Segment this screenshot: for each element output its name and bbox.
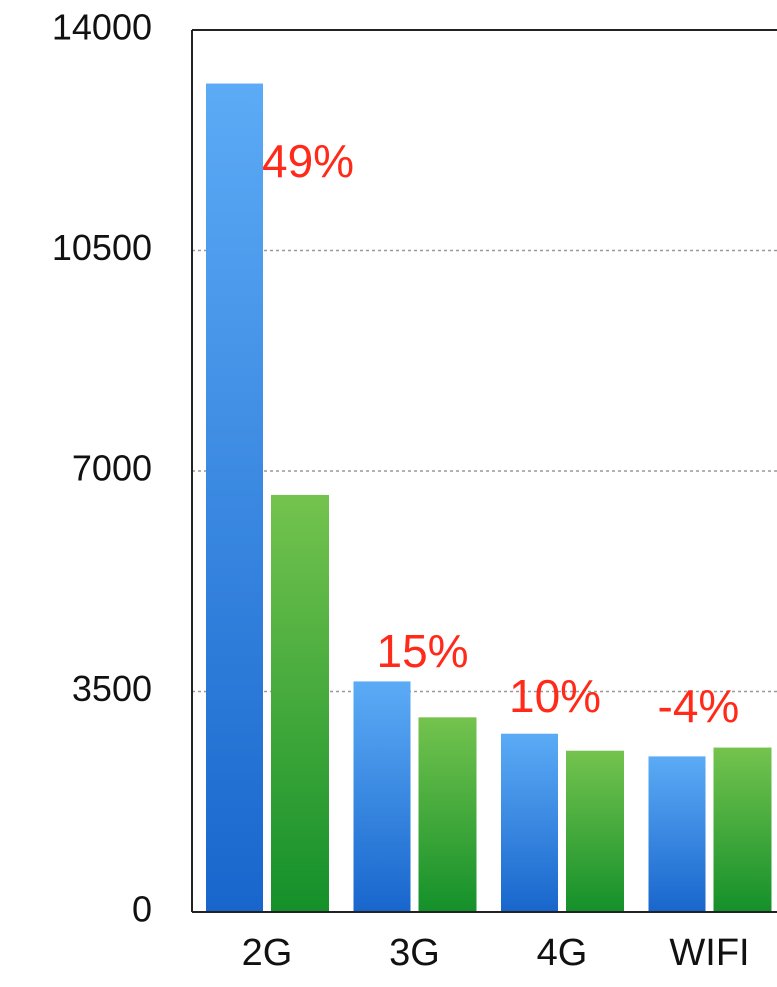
- y-tick-label: 7000: [72, 448, 152, 489]
- y-tick-label: 3500: [72, 668, 152, 709]
- x-tick-label: WIFI: [669, 932, 749, 974]
- bar: [713, 747, 772, 912]
- annotation: 49%: [262, 135, 354, 187]
- bar: [648, 756, 706, 912]
- annotation: -4%: [658, 680, 740, 732]
- bar: [206, 83, 263, 913]
- bar: [418, 717, 477, 912]
- y-tick-label: 0: [132, 889, 152, 930]
- annotation: 15%: [377, 625, 469, 677]
- bar: [271, 494, 329, 912]
- bar: [501, 733, 558, 912]
- y-tick-label: 14000: [52, 7, 152, 48]
- y-tick-label: 10500: [52, 227, 152, 268]
- x-tick-label: 2G: [242, 932, 293, 974]
- x-tick-label: 4G: [537, 932, 588, 974]
- annotation: 10%: [509, 670, 601, 722]
- bar: [566, 750, 624, 912]
- x-tick-label: 3G: [389, 932, 440, 974]
- bar: [353, 681, 411, 912]
